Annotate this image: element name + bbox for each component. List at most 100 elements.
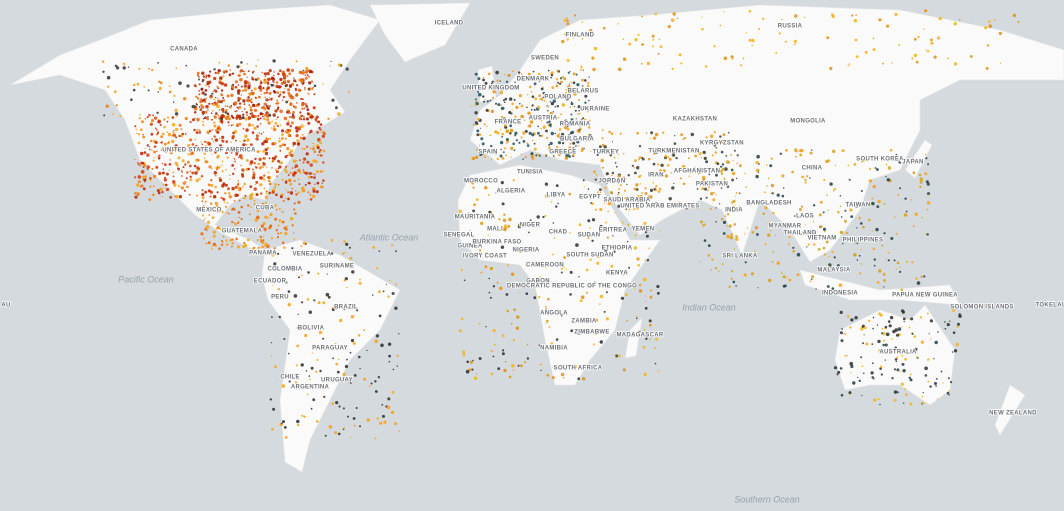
point (242, 186, 244, 188)
point (911, 57, 914, 60)
point (901, 362, 905, 366)
country-label: CHAD (549, 230, 568, 236)
country-label: ERITREA (599, 228, 628, 234)
point (846, 354, 848, 357)
point (286, 147, 290, 151)
point (201, 200, 204, 203)
point (160, 148, 164, 152)
point (255, 166, 258, 169)
point (264, 230, 266, 232)
point (475, 155, 479, 159)
point (254, 218, 259, 222)
point (778, 32, 781, 35)
point (342, 407, 345, 410)
point (503, 117, 507, 121)
point (297, 191, 300, 194)
point (307, 191, 310, 194)
point (919, 181, 923, 184)
point (276, 175, 278, 177)
point (302, 171, 305, 174)
point (883, 203, 886, 205)
point (468, 243, 471, 246)
point (304, 102, 307, 106)
point (796, 252, 801, 257)
point (701, 179, 704, 183)
point (355, 407, 358, 409)
point (833, 256, 836, 259)
point (527, 111, 531, 115)
point (862, 326, 864, 328)
point (719, 170, 723, 173)
country-label: AFGHANISTAN (674, 169, 721, 175)
point (955, 342, 959, 347)
point (363, 329, 366, 331)
point (274, 217, 278, 221)
point (330, 60, 332, 63)
point (648, 247, 651, 250)
point (156, 189, 160, 193)
point (275, 208, 278, 211)
point (549, 101, 552, 103)
point (284, 84, 287, 88)
point (228, 73, 232, 77)
point (744, 172, 746, 175)
point (304, 172, 307, 175)
point (161, 171, 165, 175)
point (174, 144, 178, 148)
point (224, 183, 228, 187)
point (503, 147, 506, 150)
point (530, 152, 534, 156)
point (376, 417, 379, 420)
point (707, 244, 711, 248)
point (705, 196, 708, 199)
point (308, 69, 313, 74)
point (484, 186, 488, 190)
point (272, 407, 276, 411)
point (617, 193, 619, 196)
point (882, 62, 884, 65)
point (819, 200, 823, 204)
point (872, 184, 876, 189)
point (500, 245, 505, 249)
point (215, 112, 218, 115)
point (267, 138, 270, 141)
point (136, 183, 140, 187)
point (601, 252, 604, 255)
point (506, 142, 508, 144)
point (272, 80, 275, 83)
point (154, 117, 157, 120)
point (143, 151, 147, 154)
point (277, 106, 280, 109)
point (617, 192, 620, 194)
point (610, 132, 614, 136)
point (486, 150, 489, 153)
point (137, 141, 141, 145)
point (272, 127, 277, 132)
point (520, 104, 524, 108)
point (251, 175, 254, 178)
point (200, 141, 202, 143)
point (216, 85, 219, 88)
point (262, 113, 265, 115)
point (649, 195, 653, 199)
point (371, 294, 374, 296)
point (550, 131, 554, 136)
point (877, 398, 880, 400)
point (582, 117, 585, 120)
point (221, 160, 224, 163)
point (310, 175, 313, 179)
point (500, 181, 504, 185)
point (530, 91, 533, 93)
point (658, 187, 662, 191)
point (853, 163, 857, 166)
point (225, 109, 228, 112)
point (642, 277, 647, 282)
point (740, 64, 743, 67)
point (720, 165, 723, 168)
point (156, 166, 159, 169)
country-label: COLOMBIA (267, 267, 302, 273)
point (528, 231, 530, 234)
point (795, 150, 798, 153)
point (925, 49, 927, 51)
point (142, 166, 145, 169)
